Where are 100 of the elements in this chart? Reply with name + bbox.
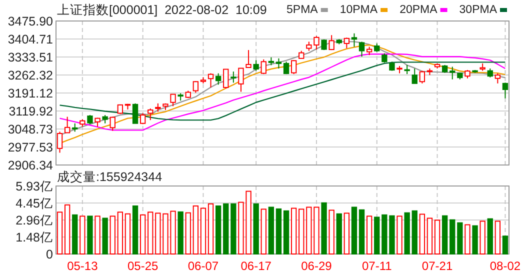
bar [230, 203, 236, 254]
bar [185, 212, 191, 254]
bar [442, 215, 448, 254]
bar [117, 212, 124, 254]
y-tick-label: 2.96亿 [16, 214, 53, 228]
bar [464, 224, 470, 254]
candlestick [290, 60, 297, 75]
bar [298, 208, 304, 254]
candlestick [223, 68, 229, 89]
x-tick-label: 08-02 [490, 259, 521, 273]
candlestick [110, 116, 116, 132]
candlestick [328, 34, 334, 51]
chart-title: 上证指数[000001] 2022-08-02 10:09 [57, 3, 267, 17]
bar [94, 216, 100, 254]
x-tick-label: 06-07 [188, 259, 219, 273]
x-tick-label: 07-21 [422, 259, 453, 273]
bar [290, 208, 297, 254]
bar [124, 213, 131, 254]
bar [351, 206, 358, 254]
bar [178, 211, 184, 254]
candlestick [192, 80, 199, 94]
y-tick-label: 3048.73 [8, 122, 54, 136]
bar [80, 216, 86, 254]
bar [276, 208, 282, 254]
y-tick-label: 1.48亿 [16, 230, 53, 245]
bar [426, 218, 433, 254]
y-tick-label: 3333.51 [8, 50, 54, 64]
candlestick [230, 71, 236, 84]
y-tick-label: 2977.53 [8, 140, 54, 154]
bar [502, 236, 508, 254]
legend-label: 20PMA [400, 4, 438, 16]
bar [200, 208, 206, 254]
candlestick [494, 72, 501, 84]
candlestick [344, 37, 350, 49]
y-tick-label: 3404.71 [8, 32, 54, 46]
candlestick [358, 41, 365, 58]
candlestick [56, 131, 63, 154]
bar [419, 214, 426, 254]
y-tick-label: 5.93亿 [16, 180, 53, 194]
bar [192, 205, 199, 254]
bar [396, 216, 402, 254]
line-series [59, 62, 506, 121]
candlestick [412, 68, 418, 84]
bar [72, 214, 78, 254]
candlestick [215, 72, 222, 86]
candlestick [276, 58, 282, 70]
bar [374, 216, 380, 254]
bar [64, 204, 70, 254]
bar [344, 212, 350, 254]
y-tick-label: 3475.90 [8, 14, 54, 28]
candlestick [351, 32, 358, 48]
candlestick [382, 52, 388, 64]
bar [268, 206, 274, 254]
x-tick-label: 07-11 [362, 259, 392, 273]
candlestick [450, 66, 456, 80]
bar [260, 208, 266, 254]
bar [140, 214, 146, 254]
candlestick [404, 64, 410, 75]
bar [215, 205, 222, 254]
bar [366, 216, 372, 254]
bar [328, 210, 334, 254]
x-tick-label: 05-13 [67, 259, 98, 273]
candlestick [208, 72, 214, 88]
candlestick [502, 82, 508, 99]
candlestick [87, 114, 93, 125]
bar [56, 212, 63, 254]
x-tick-label: 06-29 [301, 259, 332, 273]
candlestick [170, 94, 176, 107]
bar [472, 225, 478, 254]
candlestick [64, 116, 70, 134]
y-tick-label: 3119.92 [8, 104, 54, 118]
bar [208, 203, 214, 254]
bar [110, 216, 116, 254]
candlestick [132, 102, 138, 124]
bar [487, 218, 493, 254]
text: 成交量:155924344 [57, 169, 162, 184]
bar [457, 222, 463, 254]
bar [253, 203, 259, 254]
bar [358, 209, 365, 254]
bar [87, 216, 93, 254]
x-tick-label: 05-25 [127, 259, 158, 273]
bar [132, 205, 138, 254]
y-tick-label: 0 [46, 248, 54, 262]
x-tick-label: 06-17 [240, 259, 272, 273]
candlestick [148, 108, 154, 121]
candlestick [283, 61, 290, 75]
candlestick [419, 70, 426, 84]
line-series [59, 54, 506, 131]
y-tick-label: 2906.34 [8, 158, 54, 172]
legend-label: 10PMA [340, 4, 378, 16]
legend-label: 5PMA [286, 4, 318, 16]
bar [450, 219, 456, 254]
y-tick-label: 4.45亿 [16, 196, 53, 210]
legend-label: 30PMA [459, 4, 498, 16]
bar [283, 210, 290, 254]
bar [412, 210, 418, 254]
y-tick-label: 3191.12 [8, 86, 54, 100]
candlestick [260, 58, 266, 75]
bar [148, 212, 154, 254]
bar [102, 218, 108, 254]
